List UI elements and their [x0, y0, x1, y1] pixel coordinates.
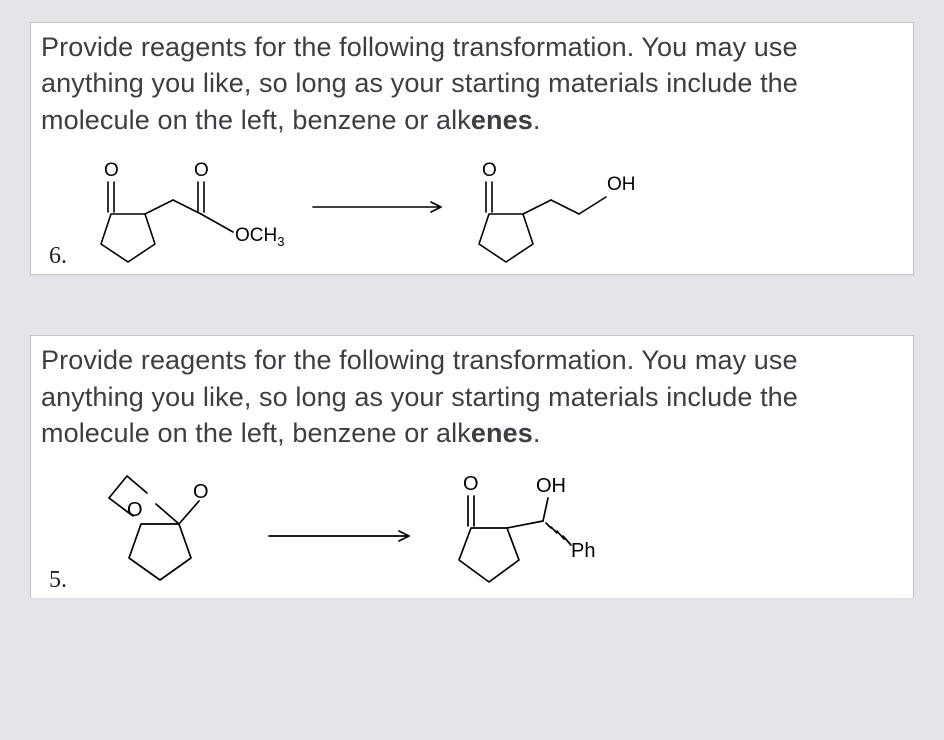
ring-reactant-6 — [101, 214, 155, 262]
prompt-text: Provide reagents for the following trans… — [41, 32, 798, 135]
acetal-1 — [179, 501, 199, 524]
p5-to-oh — [543, 498, 548, 521]
ring-reactant-5-lower — [129, 524, 191, 580]
label-poh-6: OH — [607, 174, 636, 195]
label-o2-5: O — [193, 481, 209, 503]
reaction-svg-5: O O O OH Ph — [41, 466, 901, 596]
label-po-6: O — [482, 160, 497, 181]
question-card-5: Provide reagents for the following trans… — [30, 335, 914, 597]
reaction-diagram-5: O O O OH Ph 5. — [31, 460, 913, 598]
label-ph-5: Ph — [571, 540, 595, 562]
question-prompt-6: Provide reagents for the following trans… — [31, 23, 913, 146]
prompt-bold: enes — [471, 105, 533, 135]
prompt-text-5: Provide reagents for the following trans… — [41, 345, 798, 448]
chain-1 — [145, 200, 173, 214]
p-chain-3 — [579, 197, 606, 214]
label-o1-5: O — [127, 499, 143, 521]
label-po-5: O — [463, 473, 479, 495]
p5-to-ph — [546, 523, 571, 545]
reaction-diagram-6: O O OCH3 O OH 6. — [31, 146, 913, 274]
question-number-5: 5. — [49, 567, 67, 594]
ring-product-6 — [479, 214, 533, 262]
ring-product-5 — [459, 528, 519, 582]
prompt-suffix: . — [533, 105, 541, 135]
question-card-6: Provide reagents for the following trans… — [30, 22, 914, 275]
acetal-4 — [109, 476, 127, 498]
reaction-svg-6: O O OCH3 O OH — [41, 152, 901, 272]
question-prompt-5: Provide reagents for the following trans… — [31, 336, 913, 459]
label-och3-6: OCH3 — [235, 225, 284, 249]
p5-to-c — [507, 521, 543, 528]
p-chain-1 — [523, 200, 551, 214]
label-o1-6: O — [104, 160, 119, 181]
chain-2 — [173, 200, 201, 214]
prompt-bold-5: enes — [471, 418, 533, 448]
label-o2-6: O — [194, 160, 209, 181]
acetal-2 — [156, 504, 179, 524]
p-chain-2 — [551, 200, 579, 214]
to-och3 — [201, 214, 233, 232]
acetal-3 — [127, 476, 147, 493]
label-poh-5: OH — [536, 475, 566, 497]
question-number-6: 6. — [49, 243, 67, 270]
prompt-suffix-5: . — [533, 418, 541, 448]
